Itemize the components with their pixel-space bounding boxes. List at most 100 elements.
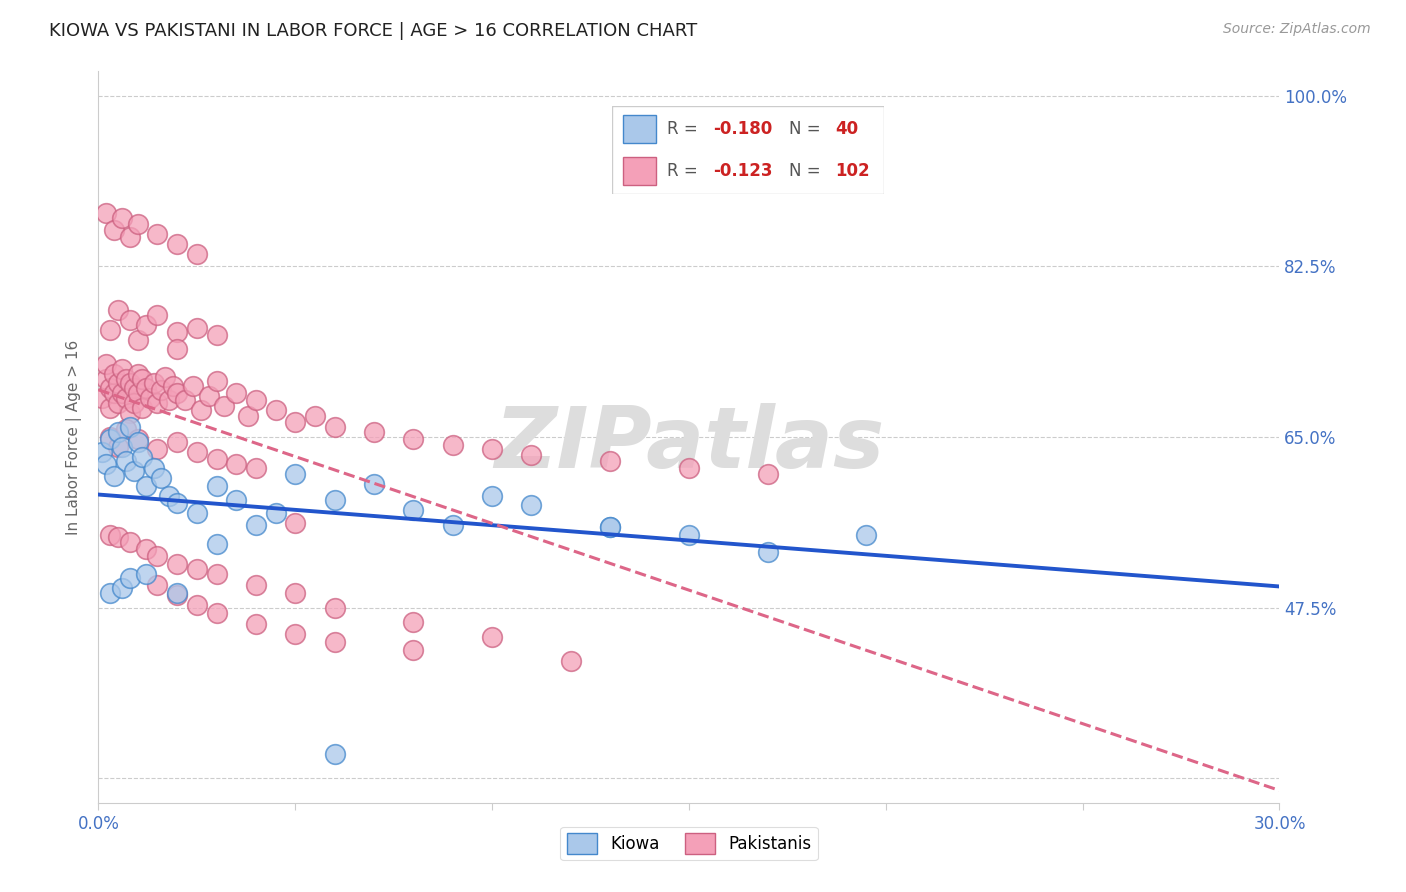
Point — [135, 381, 157, 395]
Point — [245, 461, 267, 475]
Point — [135, 318, 157, 332]
Point — [118, 572, 141, 586]
Point — [107, 440, 129, 454]
Point — [131, 371, 153, 385]
Point — [98, 401, 121, 415]
Point — [127, 386, 149, 401]
Point — [96, 458, 118, 472]
Point — [146, 549, 169, 563]
Point — [166, 386, 188, 401]
Point — [323, 747, 346, 761]
Point — [157, 392, 180, 407]
Point — [131, 401, 153, 415]
Point — [186, 246, 208, 260]
Point — [127, 434, 149, 449]
Point — [166, 325, 188, 339]
Point — [96, 371, 118, 385]
Point — [118, 406, 141, 420]
Point — [402, 642, 425, 657]
Point — [135, 542, 157, 557]
Point — [205, 537, 228, 551]
Point — [111, 581, 134, 595]
Point — [111, 440, 134, 454]
Point — [115, 454, 138, 468]
Point — [162, 379, 184, 393]
Point — [146, 442, 169, 456]
Point — [107, 530, 129, 544]
Point — [197, 389, 219, 403]
Point — [166, 588, 188, 602]
Point — [127, 367, 149, 381]
Point — [166, 496, 188, 510]
Point — [118, 420, 141, 434]
Point — [103, 367, 125, 381]
Point — [756, 545, 779, 559]
Point — [98, 432, 121, 446]
Point — [135, 479, 157, 493]
Point — [155, 369, 177, 384]
Point — [181, 379, 204, 393]
Point — [402, 615, 425, 630]
Point — [103, 223, 125, 237]
Point — [599, 454, 621, 468]
Point — [98, 586, 121, 600]
Point — [363, 425, 385, 440]
Point — [186, 598, 208, 612]
Text: Source: ZipAtlas.com: Source: ZipAtlas.com — [1223, 22, 1371, 37]
Point — [236, 409, 259, 423]
Point — [245, 517, 267, 532]
Point — [98, 430, 121, 444]
Point — [284, 516, 307, 530]
Point — [146, 396, 169, 410]
Point — [135, 566, 157, 581]
Point — [98, 381, 121, 395]
Point — [402, 503, 425, 517]
Point — [111, 361, 134, 376]
Point — [107, 376, 129, 391]
Point — [323, 493, 346, 508]
Point — [98, 323, 121, 337]
Point — [323, 600, 346, 615]
Point — [225, 386, 247, 401]
Point — [186, 444, 208, 458]
Point — [122, 396, 145, 410]
Point — [402, 432, 425, 446]
Point — [441, 438, 464, 452]
Point — [323, 635, 346, 649]
Point — [138, 391, 160, 405]
Point — [103, 469, 125, 483]
Point — [111, 211, 134, 225]
Point — [205, 451, 228, 466]
Point — [186, 562, 208, 576]
Point — [284, 467, 307, 482]
Point — [107, 303, 129, 318]
Point — [150, 471, 173, 485]
Point — [166, 557, 188, 571]
Point — [264, 506, 287, 520]
Point — [205, 479, 228, 493]
Point — [481, 489, 503, 503]
Point — [127, 218, 149, 232]
Point — [245, 578, 267, 592]
Point — [157, 489, 180, 503]
Point — [107, 425, 129, 440]
Point — [205, 606, 228, 620]
Point — [146, 578, 169, 592]
Point — [186, 506, 208, 520]
Point — [142, 461, 165, 475]
Point — [111, 386, 134, 401]
Point — [166, 237, 188, 252]
Point — [115, 391, 138, 405]
Point — [127, 432, 149, 446]
Point — [205, 566, 228, 581]
Point — [225, 493, 247, 508]
Point — [98, 527, 121, 541]
Point — [91, 444, 114, 458]
Point — [150, 384, 173, 398]
Point — [142, 376, 165, 391]
Point — [678, 527, 700, 541]
Point — [304, 409, 326, 423]
Point — [245, 617, 267, 632]
Point — [96, 206, 118, 220]
Point — [214, 399, 236, 413]
